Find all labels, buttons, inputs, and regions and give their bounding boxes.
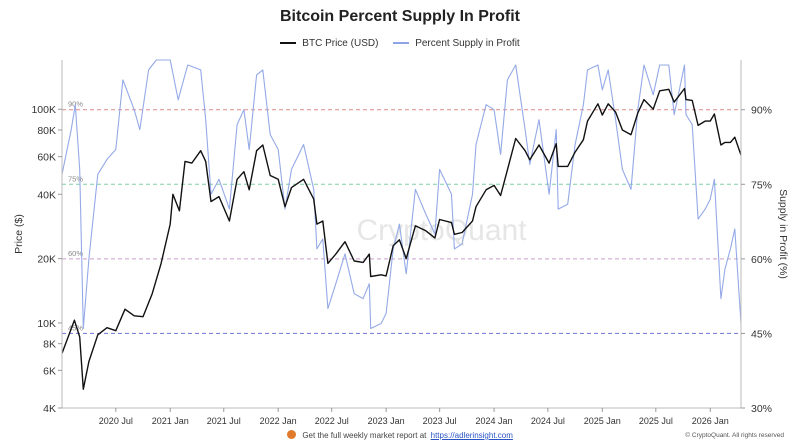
legend: BTC Price (USD) Percent Supply in Profit xyxy=(0,36,800,49)
left-tick-label: 60K xyxy=(37,152,56,164)
right-axis-title: Supply in Profit (%) xyxy=(777,189,789,279)
reference-line-label: 75% xyxy=(68,174,83,183)
watermark: CryptoQuant xyxy=(356,214,527,247)
left-tick-label: 8K xyxy=(43,339,56,351)
legend-item-price[interactable]: BTC Price (USD) xyxy=(280,38,378,49)
legend-item-supply[interactable]: Percent Supply in Profit xyxy=(393,38,520,49)
right-tick-label: 90% xyxy=(751,105,772,117)
x-tick-label: 2026 Jan xyxy=(692,416,729,426)
x-tick-label: 2025 Jul xyxy=(639,416,673,426)
left-tick-label: 10K xyxy=(37,318,56,330)
watermark-layer: CryptoQuant xyxy=(356,214,527,247)
legend-swatch-supply xyxy=(393,42,410,44)
x-tick-label: 2024 Jul xyxy=(531,416,565,426)
legend-label-price: BTC Price (USD) xyxy=(302,37,379,49)
footer-link[interactable]: https://adlerinsight.com xyxy=(430,431,513,440)
left-tick-label: 80K xyxy=(37,125,56,137)
left-tick-label: 4K xyxy=(43,403,56,415)
series-layer xyxy=(61,59,742,390)
right-tick-label: 30% xyxy=(751,403,772,415)
reference-line-label: 45% xyxy=(68,323,83,332)
left-tick-label: 6K xyxy=(43,365,56,377)
copyright: © CryptoQuant. All rights reserved xyxy=(685,432,784,439)
x-tick-label: 2023 Jul xyxy=(423,416,457,426)
right-tick-label: 45% xyxy=(751,328,772,340)
chart-title: Bitcoin Percent Supply In Profit xyxy=(279,8,521,25)
x-tick-label: 2020 Jul xyxy=(99,416,133,426)
right-tick-label: 75% xyxy=(751,179,772,191)
left-tick-label: 40K xyxy=(37,189,56,201)
x-tick-label: 2022 Jan xyxy=(260,416,297,426)
x-tick-label: 2022 Jul xyxy=(315,416,349,426)
legend-label-supply: Percent Supply in Profit xyxy=(415,37,520,49)
left-tick-label: 100K xyxy=(31,104,56,116)
btc-price-line xyxy=(61,87,742,390)
grid-layer: 90% 75% 60% 45% xyxy=(62,100,741,334)
reference-line-label: 60% xyxy=(68,249,83,258)
report-icon xyxy=(287,430,297,439)
right-tick-label: 60% xyxy=(751,254,772,266)
x-tick-label: 2023 Jan xyxy=(368,416,405,426)
footer: Get the full weekly market report at htt… xyxy=(0,430,800,440)
reference-line-label: 90% xyxy=(68,100,83,109)
x-tick-label: 2025 Jan xyxy=(584,416,621,426)
supply-in-profit-line xyxy=(61,59,742,330)
x-tick-label: 2024 Jan xyxy=(476,416,513,426)
x-tick-label: 2021 Jul xyxy=(207,416,241,426)
footer-text: Get the full weekly market report at xyxy=(302,431,427,440)
x-tick-label: 2021 Jan xyxy=(152,416,189,426)
legend-swatch-price xyxy=(280,42,297,44)
axes-layer: 4K6K8K10K20K40K60K80K100K30%45%60%75%90%… xyxy=(13,60,789,426)
left-axis-title: Price ($) xyxy=(13,214,25,254)
left-tick-label: 20K xyxy=(37,254,56,266)
